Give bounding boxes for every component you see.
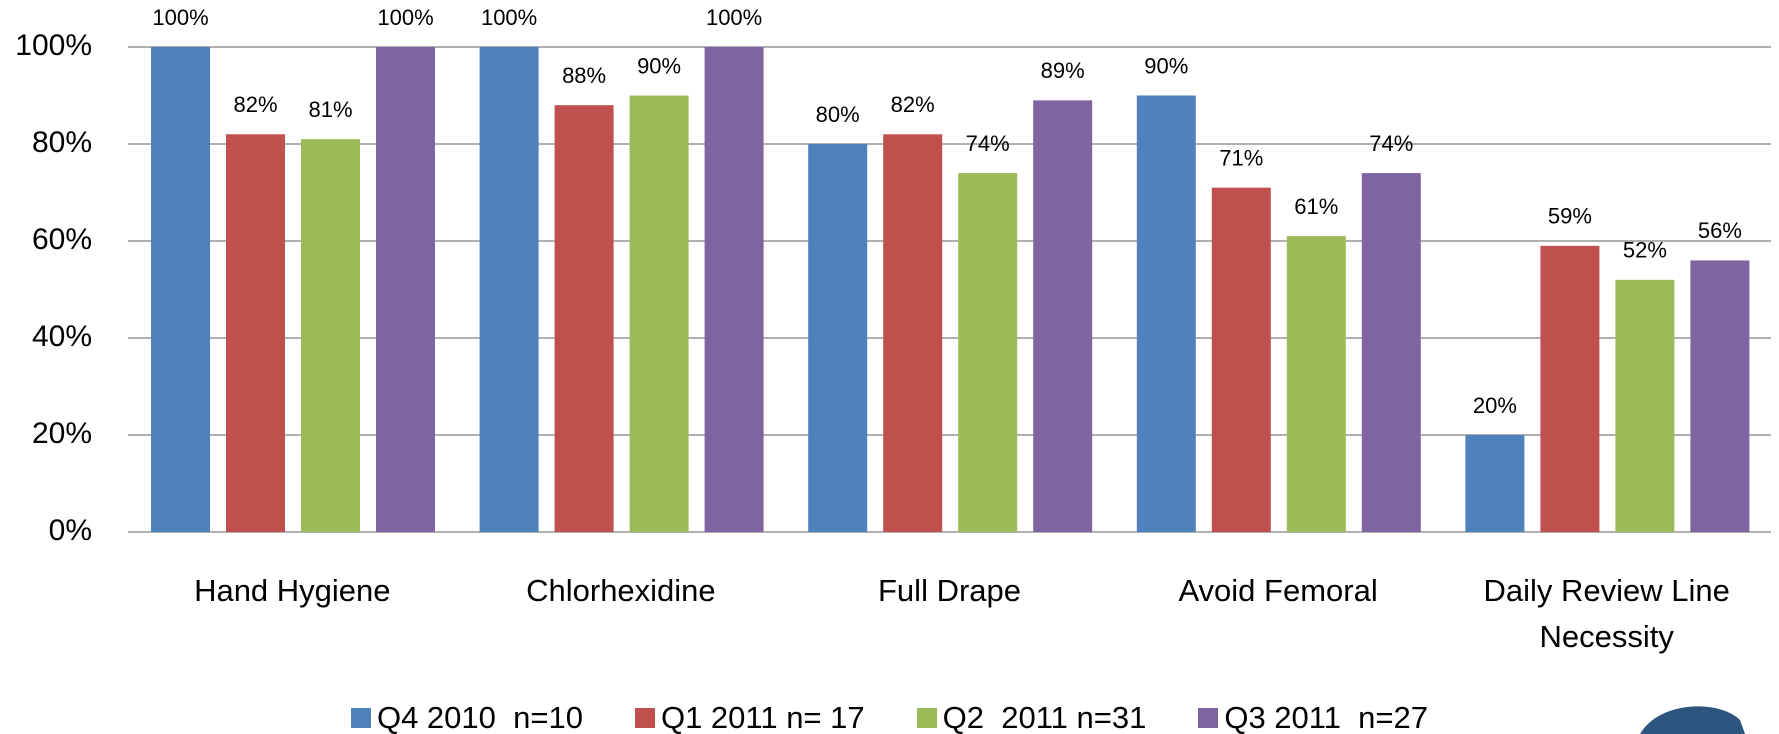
data-label: 100%	[481, 5, 537, 30]
legend-item: Q1 2011 n= 17	[634, 700, 865, 734]
decoration	[1640, 706, 1745, 734]
bar	[226, 134, 285, 533]
bar	[1615, 279, 1675, 532]
bar	[958, 173, 1018, 532]
data-label: 82%	[891, 92, 935, 117]
data-label: 61%	[1294, 194, 1338, 219]
bar	[1690, 260, 1750, 532]
bar	[1136, 95, 1196, 532]
legend-swatch	[350, 708, 371, 728]
bar	[1540, 245, 1600, 532]
data-label: 89%	[1041, 58, 1085, 83]
data-label: 100%	[706, 5, 762, 30]
data-label: 74%	[966, 131, 1010, 156]
y-tick-label: 80%	[32, 126, 92, 159]
bar	[629, 95, 689, 532]
y-tick-label: 0%	[49, 514, 92, 547]
bar	[1286, 236, 1346, 532]
bar	[1033, 100, 1093, 532]
x-tick-label: Full Drape	[878, 573, 1021, 608]
bar	[704, 47, 764, 532]
legend-label: Q3 2011 n=27	[1224, 700, 1429, 734]
legend-item: Q3 2011 n=27	[1198, 700, 1428, 734]
bar	[883, 134, 943, 533]
bar	[1211, 187, 1271, 532]
legend-item: Q2 2011 n=31	[916, 700, 1147, 734]
bar	[1465, 435, 1525, 532]
y-tick-label: 20%	[32, 417, 92, 450]
x-tick-label: Hand Hygiene	[194, 573, 391, 608]
bar	[1361, 173, 1421, 532]
legend-item: Q4 2010 n=10	[350, 700, 583, 734]
bar	[479, 47, 539, 532]
data-label: 81%	[308, 97, 352, 122]
bar	[376, 47, 435, 532]
y-tick-label: 100%	[15, 29, 92, 62]
data-label: 88%	[562, 63, 606, 88]
bar	[554, 105, 614, 532]
y-tick-label: 60%	[32, 223, 92, 256]
data-label: 90%	[1144, 53, 1188, 78]
bar	[151, 47, 210, 532]
legend-swatch	[1198, 708, 1219, 728]
legend-label: Q1 2011 n= 17	[660, 700, 865, 734]
bar	[808, 144, 868, 532]
data-label: 59%	[1548, 204, 1592, 229]
legend-label: Q4 2010 n=10	[376, 700, 583, 734]
legend-swatch	[916, 708, 937, 728]
data-label: 52%	[1623, 238, 1667, 263]
data-label: 100%	[377, 5, 433, 30]
data-label: 80%	[816, 102, 860, 127]
data-label: 82%	[233, 92, 277, 117]
data-label: 56%	[1698, 218, 1742, 243]
data-label: 90%	[637, 53, 681, 78]
data-label: 71%	[1219, 145, 1263, 170]
y-tick-label: 40%	[32, 320, 92, 353]
bar	[301, 139, 360, 532]
x-tick-label: Chlorhexidine	[526, 573, 716, 608]
data-label: 74%	[1369, 131, 1413, 156]
x-tick-label: Avoid Femoral	[1178, 573, 1378, 608]
legend: Q4 2010 n=10 Q1 2011 n= 17 Q2 2011 n=31 Q3 …	[0, 700, 1779, 734]
legend-swatch	[634, 708, 655, 728]
data-label: 20%	[1473, 393, 1517, 418]
data-label: 100%	[152, 5, 208, 30]
x-tick-label: Daily Review Line Necessity	[1483, 573, 1730, 654]
legend-label: Q2 2011 n=31	[942, 700, 1147, 734]
